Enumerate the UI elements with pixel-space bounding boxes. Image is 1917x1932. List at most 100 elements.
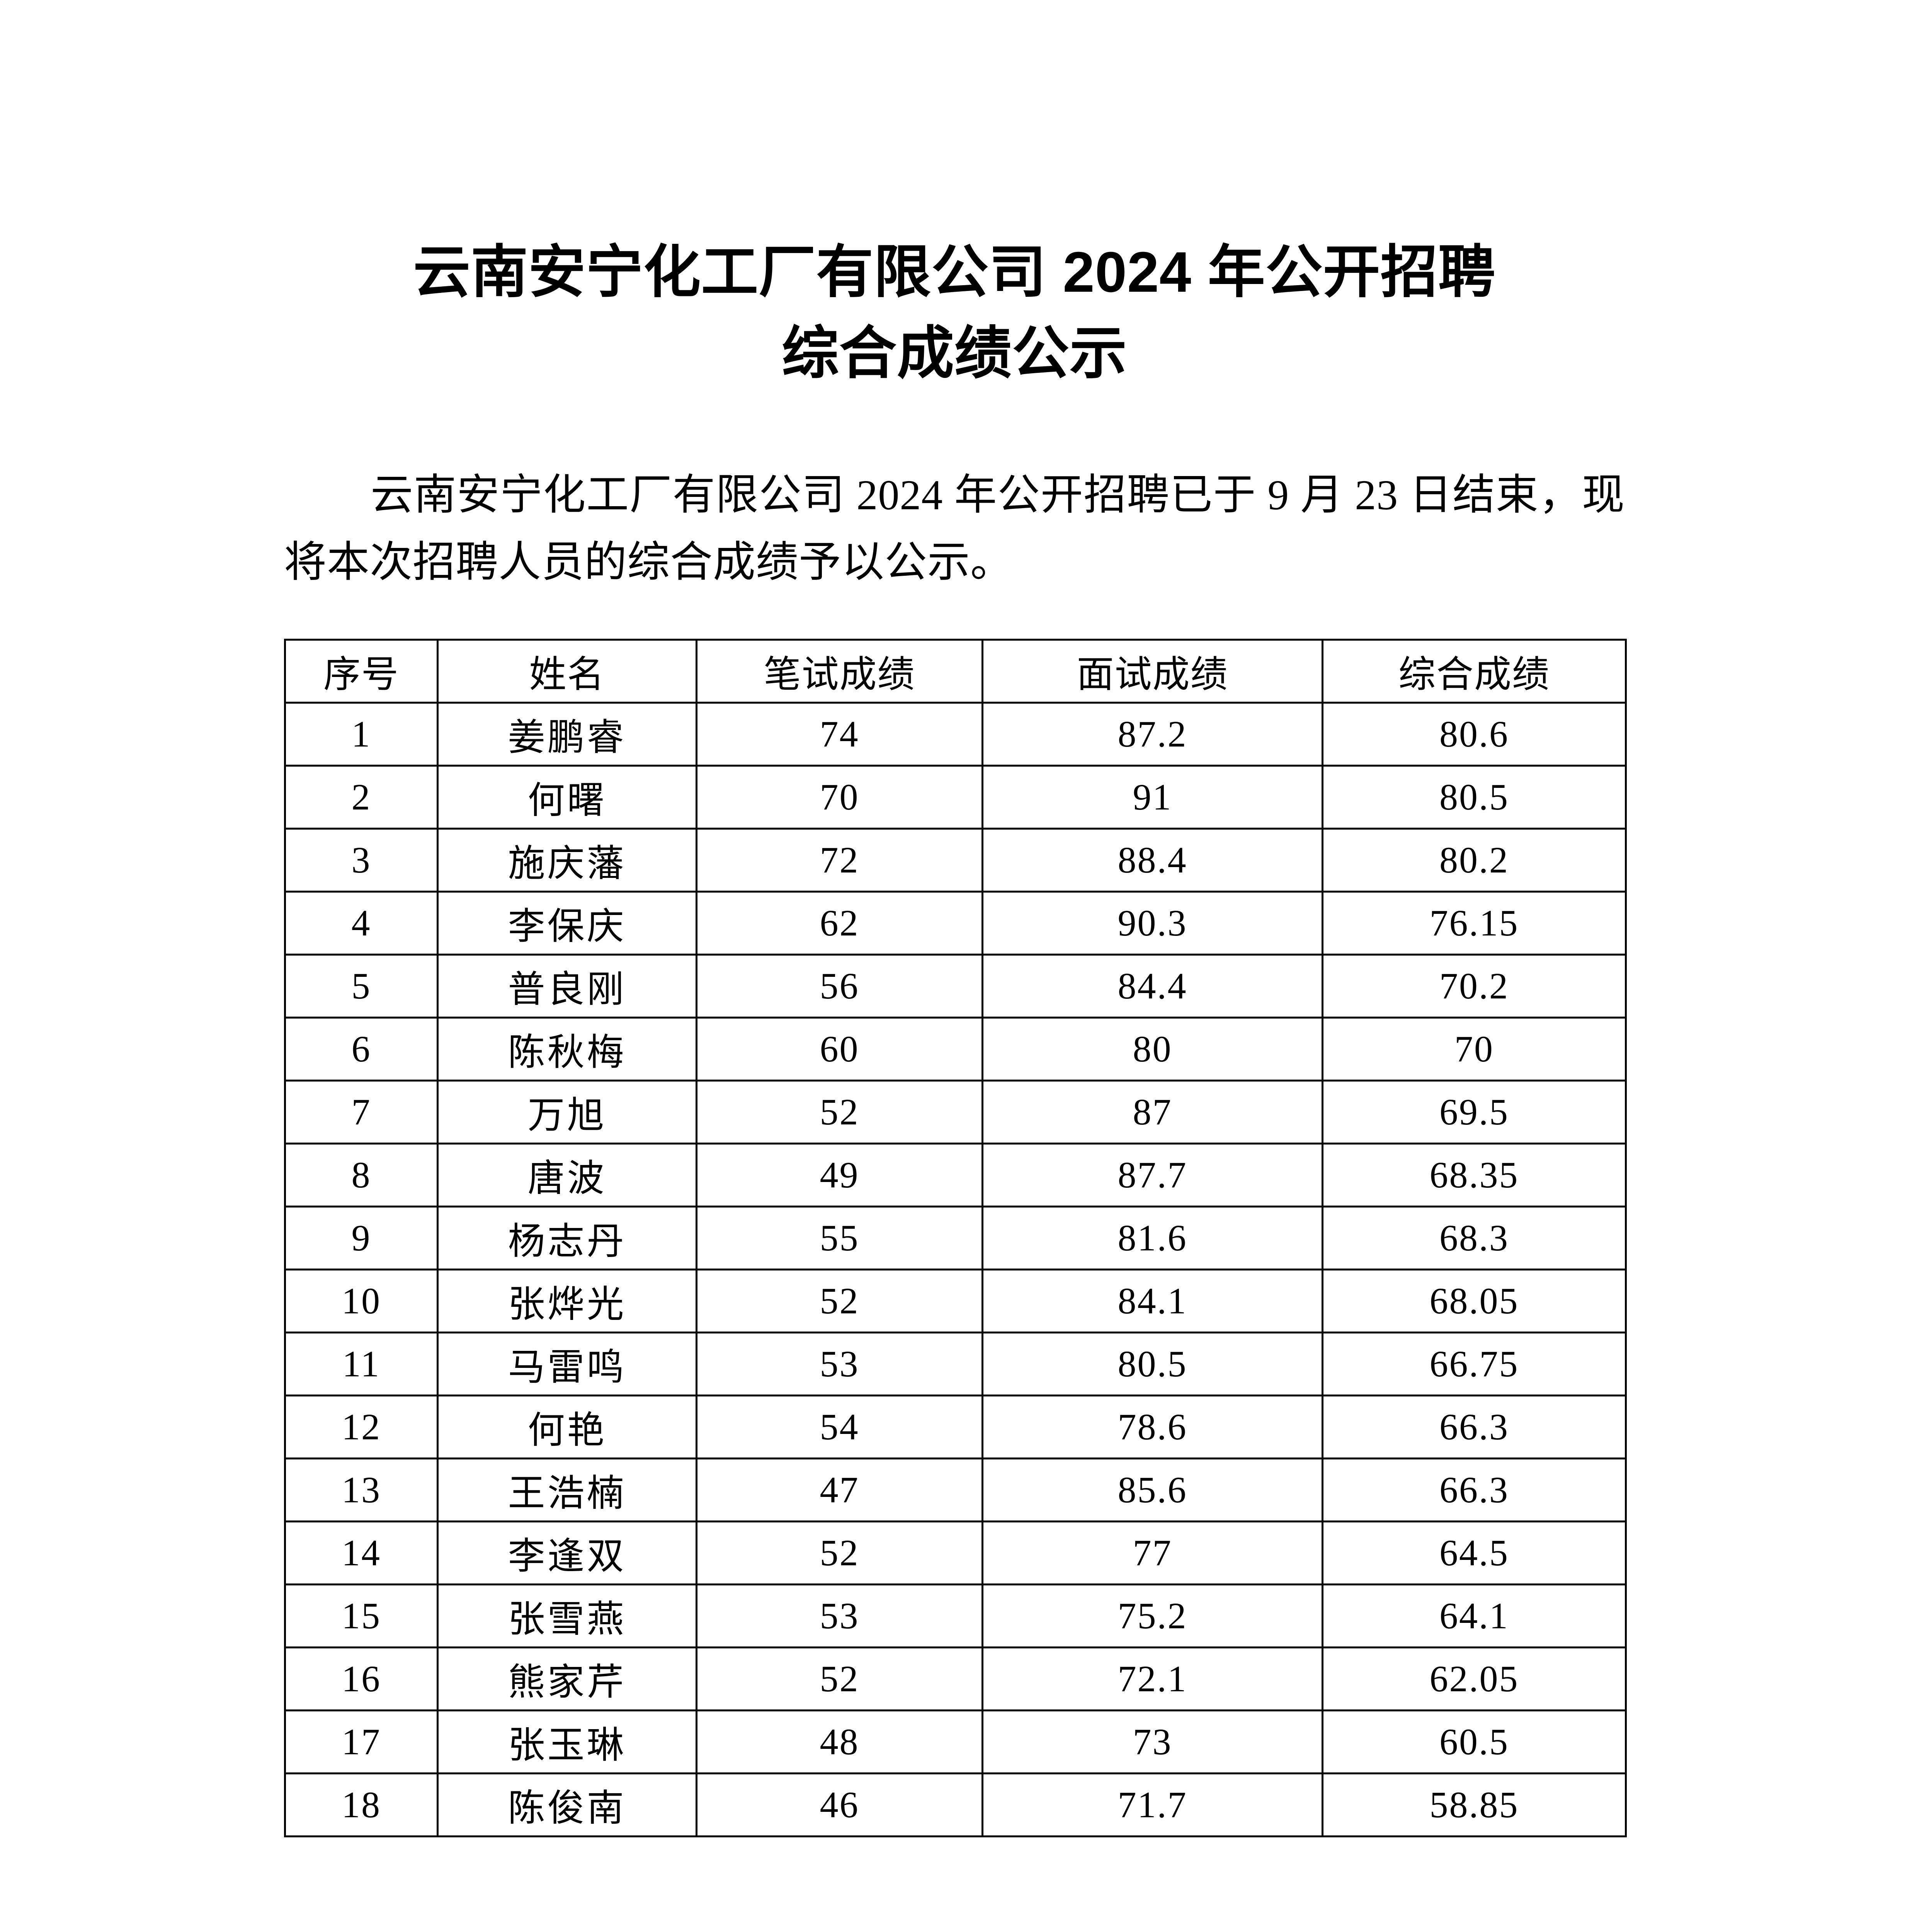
- cell-index: 10: [284, 1268, 439, 1333]
- cell-index: 18: [284, 1772, 439, 1837]
- cell-index: 17: [284, 1709, 439, 1774]
- cell-interview: 77: [981, 1520, 1323, 1585]
- cell-index: 9: [284, 1205, 439, 1270]
- table-row: 13 王浩楠 47 85.6 66.3: [284, 1457, 1627, 1522]
- cell-written: 74: [696, 701, 983, 767]
- intro-paragraph: 云南安宁化工厂有限公司 2024 年公开招聘已于 9 月 23 日结束，现将本次…: [284, 471, 1625, 586]
- scores-table-body: 1 姜鹏睿 74 87.2 80.6 2 何曙 70 91 80.5 3 施庆藩…: [284, 701, 1627, 1837]
- table-row: 11 马雷鸣 53 80.5 66.75: [284, 1331, 1627, 1396]
- column-header-written: 笔试成绩: [696, 638, 983, 704]
- cell-interview: 87: [981, 1079, 1323, 1145]
- cell-composite: 80.2: [1322, 827, 1627, 893]
- cell-interview: 84.1: [981, 1268, 1323, 1333]
- column-header-composite: 综合成绩: [1322, 638, 1627, 704]
- cell-written: 48: [696, 1709, 983, 1774]
- cell-interview: 85.6: [981, 1457, 1323, 1522]
- cell-written: 47: [696, 1457, 983, 1522]
- cell-name: 杨志丹: [437, 1205, 697, 1270]
- cell-index: 15: [284, 1583, 439, 1648]
- cell-written: 52: [696, 1079, 983, 1145]
- cell-index: 1: [284, 701, 439, 767]
- cell-name: 熊家芹: [437, 1646, 697, 1711]
- cell-interview: 75.2: [981, 1583, 1323, 1648]
- table-row: 17 张玉琳 48 73 60.5: [284, 1709, 1627, 1774]
- cell-name: 张雪燕: [437, 1583, 697, 1648]
- cell-name: 施庆藩: [437, 827, 697, 893]
- cell-interview: 81.6: [981, 1205, 1323, 1270]
- cell-composite: 70.2: [1322, 953, 1627, 1019]
- cell-name: 王浩楠: [437, 1457, 697, 1522]
- cell-name: 万旭: [437, 1079, 697, 1145]
- table-row: 16 熊家芹 52 72.1 62.05: [284, 1646, 1627, 1711]
- cell-interview: 71.7: [981, 1772, 1323, 1837]
- cell-name: 姜鹏睿: [437, 701, 697, 767]
- cell-index: 7: [284, 1079, 439, 1145]
- table-header-row: 序号 姓名 笔试成绩 面试成绩 综合成绩: [284, 638, 1627, 704]
- cell-name: 张玉琳: [437, 1709, 697, 1774]
- cell-index: 5: [284, 953, 439, 1019]
- cell-interview: 72.1: [981, 1646, 1323, 1711]
- column-header-index: 序号: [284, 638, 439, 704]
- cell-composite: 60.5: [1322, 1709, 1627, 1774]
- cell-name: 普良刚: [437, 953, 697, 1019]
- cell-written: 62: [696, 890, 983, 956]
- cell-composite: 62.05: [1322, 1646, 1627, 1711]
- cell-composite: 76.15: [1322, 890, 1627, 956]
- cell-name: 何艳: [437, 1394, 697, 1459]
- cell-written: 53: [696, 1583, 983, 1648]
- cell-interview: 91: [981, 764, 1323, 830]
- cell-name: 马雷鸣: [437, 1331, 697, 1396]
- cell-name: 李保庆: [437, 890, 697, 956]
- cell-composite: 70: [1322, 1016, 1627, 1082]
- cell-composite: 68.35: [1322, 1142, 1627, 1208]
- cell-written: 70: [696, 764, 983, 830]
- table-row: 4 李保庆 62 90.3 76.15: [284, 890, 1627, 956]
- cell-interview: 90.3: [981, 890, 1323, 956]
- cell-name: 何曙: [437, 764, 697, 830]
- cell-written: 60: [696, 1016, 983, 1082]
- cell-index: 14: [284, 1520, 439, 1585]
- cell-composite: 58.85: [1322, 1772, 1627, 1837]
- column-header-interview: 面试成绩: [981, 638, 1323, 704]
- cell-written: 53: [696, 1331, 983, 1396]
- cell-written: 52: [696, 1268, 983, 1333]
- table-row: 6 陈秋梅 60 80 70: [284, 1016, 1627, 1082]
- cell-composite: 66.75: [1322, 1331, 1627, 1396]
- cell-composite: 66.3: [1322, 1394, 1627, 1459]
- cell-interview: 87.7: [981, 1142, 1323, 1208]
- table-row: 10 张烨光 52 84.1 68.05: [284, 1268, 1627, 1333]
- cell-index: 3: [284, 827, 439, 893]
- cell-written: 56: [696, 953, 983, 1019]
- cell-interview: 87.2: [981, 701, 1323, 767]
- cell-written: 49: [696, 1142, 983, 1208]
- cell-written: 46: [696, 1772, 983, 1837]
- column-header-name: 姓名: [437, 638, 697, 704]
- scores-table: 序号 姓名 笔试成绩 面试成绩 综合成绩 1 姜鹏睿 74 87.2 80.6 …: [284, 638, 1627, 1837]
- table-row: 5 普良刚 56 84.4 70.2: [284, 953, 1627, 1019]
- cell-name: 张烨光: [437, 1268, 697, 1333]
- table-row: 8 唐波 49 87.7 68.35: [284, 1142, 1627, 1208]
- document-content: 云南安宁化工厂有限公司 2024 年公开招聘 综合成绩公示 云南安宁化工厂有限公…: [284, 0, 1627, 1837]
- cell-composite: 64.5: [1322, 1520, 1627, 1585]
- cell-name: 陈俊南: [437, 1772, 697, 1837]
- cell-written: 54: [696, 1394, 983, 1459]
- cell-composite: 68.05: [1322, 1268, 1627, 1333]
- cell-index: 12: [284, 1394, 439, 1459]
- cell-index: 13: [284, 1457, 439, 1522]
- table-row: 12 何艳 54 78.6 66.3: [284, 1394, 1627, 1459]
- cell-composite: 69.5: [1322, 1079, 1627, 1145]
- cell-name: 李逢双: [437, 1520, 697, 1585]
- table-row: 9 杨志丹 55 81.6 68.3: [284, 1205, 1627, 1270]
- cell-composite: 80.6: [1322, 701, 1627, 767]
- cell-index: 11: [284, 1331, 439, 1396]
- cell-index: 2: [284, 764, 439, 830]
- cell-interview: 80: [981, 1016, 1323, 1082]
- cell-interview: 73: [981, 1709, 1323, 1774]
- cell-interview: 80.5: [981, 1331, 1323, 1396]
- cell-composite: 80.5: [1322, 764, 1627, 830]
- cell-name: 陈秋梅: [437, 1016, 697, 1082]
- table-row: 7 万旭 52 87 69.5: [284, 1079, 1627, 1145]
- cell-written: 52: [696, 1520, 983, 1585]
- cell-composite: 66.3: [1322, 1457, 1627, 1522]
